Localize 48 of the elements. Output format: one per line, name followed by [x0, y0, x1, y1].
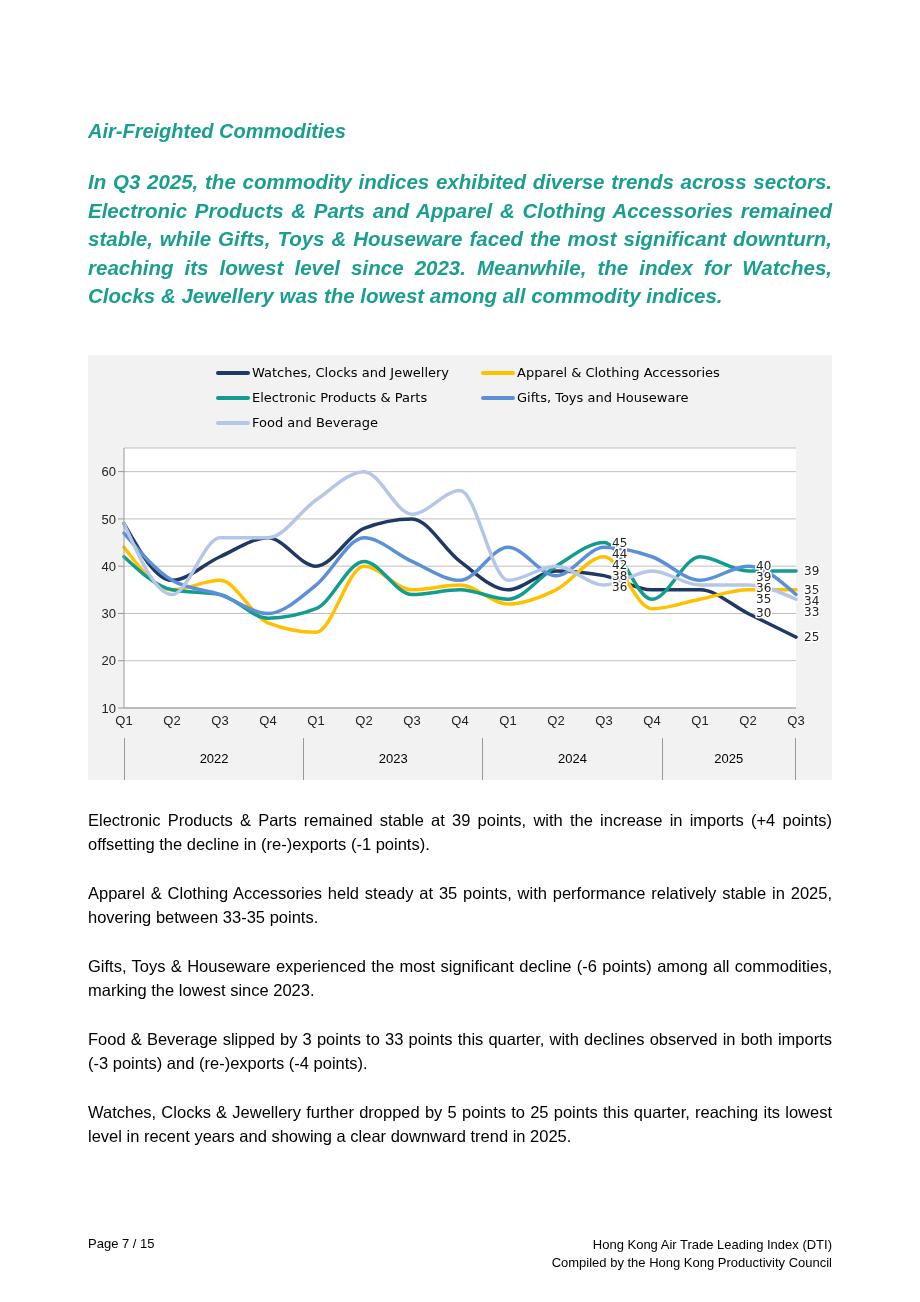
data-label: 30	[756, 606, 772, 621]
x-tick-label: Q2	[547, 713, 565, 729]
text: 2023	[303, 738, 483, 780]
y-tick-label: 30	[101, 606, 116, 622]
x-tick-label: Q1	[499, 713, 517, 729]
data-label: 25	[804, 630, 820, 645]
x-tick-label: Q3	[403, 713, 421, 729]
text: 2024	[482, 738, 662, 780]
legend-label: Watches, Clocks and Jewellery	[252, 365, 450, 380]
y-tick-label: 20	[101, 653, 116, 669]
x-tick-label: Q2	[355, 713, 373, 729]
y-tick-label: 40	[101, 558, 116, 574]
chart-title: Air-Freighted Commodities	[88, 120, 346, 143]
x-tick-label: Q4	[451, 713, 469, 729]
text: Food & Beverage slipped by 3 points to 33 points this quarter, with declines observed in both imports (-3 points) and (re-)exports (-4 points).	[88, 1029, 832, 1074]
text: Gifts, Toys & Houseware experienced the most significant decline (-6 points) among all commodities, marking the lowest since 2023.	[88, 956, 832, 1001]
legend-label: Food and Beverage	[252, 415, 379, 430]
text: Watches, Clocks & Jewellery further dropped by 5 points to 25 points this quarter, reaching its lowest level in recent years and showing a clear downward trend in 2025.	[88, 1102, 832, 1147]
chart-subtitle: In Q3 2025, the commodity indices exhibited diverse trends across sectors. Electronic Products & Parts and Apparel & Clothing Accessories remained stable, while Gifts, Toys & Houseware faced the most significant downturn, reaching its lowest level since 2023. Meanwhile, the index for Watches, Clocks & Jewellery was the lowest among all commodity indices.	[88, 169, 832, 309]
line-series	[122, 469, 798, 602]
legend-label: Electronic Products & Parts	[252, 390, 428, 405]
x-tick-label: Q3	[787, 713, 805, 729]
x-tick-label: Q2	[739, 713, 757, 729]
y-tick-label: 60	[101, 464, 116, 480]
x-tick-label: Q1	[307, 713, 325, 729]
x-tick-label: Q1	[691, 713, 709, 729]
text: Hong Kong Air Trade Leading Index (DTI)	[592, 1237, 832, 1252]
legend-label: Gifts, Toys and Houseware	[517, 390, 689, 405]
x-tick-label: Q4	[259, 713, 277, 729]
data-label: 42	[612, 557, 628, 572]
text: Electronic Products & Parts remained stable at 39 points, with the increase in imports (+4 points) offsetting the decline in (re-)exports (-1 points).	[88, 810, 832, 855]
x-tick-label: Q4	[643, 713, 661, 729]
x-tick-label: Q1	[115, 713, 133, 729]
data-label: 35	[756, 592, 772, 607]
text: Compiled by the Hong Kong Productivity Council	[551, 1255, 832, 1270]
text: 2022	[124, 738, 304, 780]
text: 2025	[661, 738, 796, 780]
legend-label: Apparel & Clothing Accessories	[517, 365, 720, 380]
y-tick-label: 50	[101, 511, 116, 527]
data-label: 36	[612, 579, 628, 594]
x-tick-label: Q3	[211, 713, 229, 729]
data-label: 39	[804, 563, 820, 578]
text: Page 7 / 15	[88, 1236, 155, 1251]
data-label: 45	[612, 535, 628, 550]
text: Apparel & Clothing Accessories held steady at 35 points, with performance relatively stable in 2025, hovering between 33-35 points.	[88, 883, 832, 928]
x-tick-label: Q3	[595, 713, 613, 729]
x-tick-label: Q2	[163, 713, 181, 729]
y-tick-label: 10	[101, 700, 116, 716]
